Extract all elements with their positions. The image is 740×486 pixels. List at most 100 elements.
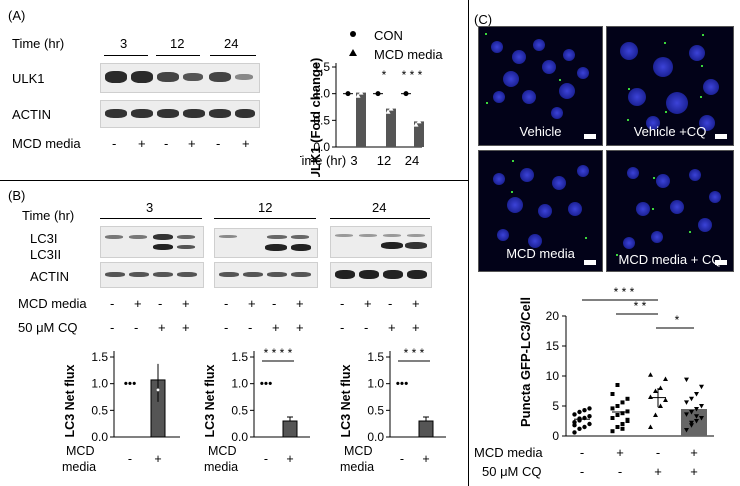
y-tick-label: 10 — [546, 369, 560, 383]
gfp-puncta — [485, 33, 487, 35]
panel-b-cq-sign: - — [340, 320, 345, 335]
gfp-puncta — [653, 177, 655, 179]
panel-b-time-bar-12 — [214, 218, 316, 219]
data-point — [620, 400, 625, 405]
panel-a-time-bar-12 — [156, 55, 200, 56]
y-tick-label: 1.0 — [91, 377, 108, 391]
data-point — [582, 408, 587, 413]
panel-b-time-bar-3 — [100, 218, 202, 219]
panel-b-chart-12: LC3 Net flux MCD media - + 0.0 0.5 1.0 1.5 •… — [203, 346, 310, 474]
nucleus — [577, 67, 589, 79]
panel-a-legend-mcd-marker — [349, 49, 357, 56]
panel-a-ulk1-blot — [100, 63, 260, 93]
mcd-point — [391, 103, 397, 108]
data-point — [620, 422, 625, 426]
data-point — [699, 416, 704, 421]
panel-a-time-label: Time (hr) — [12, 36, 65, 51]
data-point — [694, 392, 699, 397]
data-point — [572, 423, 577, 428]
nucleus — [670, 200, 684, 214]
data-point — [572, 430, 577, 435]
data-point — [648, 394, 653, 399]
panel-b-cq-label: 50 μM CQ — [18, 320, 78, 335]
gfp-puncta — [700, 96, 702, 98]
panel-b-chart-24: LC3 Net flux MCD media - + 0.0 0.5 1.0 1.5 •… — [339, 346, 446, 474]
bar — [356, 92, 366, 147]
bar — [414, 121, 424, 147]
panel-b-cq-sign: + — [158, 320, 166, 335]
data-point — [699, 404, 704, 409]
nucleus — [656, 174, 670, 188]
data-point — [684, 412, 689, 417]
data-point — [663, 397, 668, 402]
bar — [282, 420, 298, 438]
panel-b-cq-sign: + — [182, 320, 190, 335]
data-point — [610, 429, 615, 434]
data-point — [658, 403, 663, 408]
gfp-puncta — [701, 65, 703, 67]
gfp-puncta — [628, 88, 630, 90]
micrograph-label: Vehicle — [519, 124, 562, 139]
data-point — [620, 411, 625, 416]
panel-a-xtick-12: 12 — [377, 153, 391, 168]
scale-bar — [715, 260, 727, 265]
panel-b-x-label-1: MCD — [66, 444, 94, 458]
nucleus — [507, 197, 523, 213]
data-point — [610, 416, 615, 420]
panel-b-x-sign: - — [400, 452, 404, 466]
control-points: ••• — [124, 377, 137, 391]
panel-b-mcd-sign: + — [182, 296, 190, 311]
panel-c-chart: Puncta GFP-LC3/Cell * * * * * * MCD medi… — [474, 285, 714, 479]
panel-b-time-3: 3 — [146, 200, 154, 215]
gfp-puncta — [486, 102, 488, 104]
nucleus — [528, 234, 542, 248]
panel-b-mcd-sign: - — [388, 296, 393, 311]
mcd-point — [413, 122, 419, 127]
panel-a-time-24: 24 — [224, 36, 239, 51]
panel-b-mcd-sign: - — [110, 296, 115, 311]
panel-c-sig-1: * * * — [614, 285, 635, 299]
nucleus — [689, 169, 701, 181]
y-tick-label: 15 — [546, 339, 560, 353]
nucleus — [559, 83, 575, 99]
data-point — [625, 396, 630, 401]
data-point — [689, 420, 694, 426]
y-tick-label: 0.0 — [231, 430, 248, 444]
nucleus — [542, 60, 556, 74]
mcd-point — [355, 93, 361, 98]
panel-b-chart-3: LC3 Net flux MCD media - + 0.0 0.5 1.0 1.5 •… — [62, 350, 180, 474]
panel-b-lc3-blot-3 — [100, 226, 204, 258]
panel-c-sig-3: * — [675, 313, 680, 327]
panel-b-cq-sign: + — [412, 320, 420, 335]
panel-a-time-bar-3 — [104, 55, 148, 56]
panel-b-cq-sign: + — [272, 320, 280, 335]
panel-c-row2-sign: + — [654, 464, 662, 479]
data-point — [620, 426, 625, 431]
data-point — [587, 406, 592, 411]
nucleus — [698, 218, 712, 232]
control-points: ••• — [260, 377, 273, 391]
panel-a-time-bar-24 — [210, 55, 256, 56]
data-point — [694, 407, 699, 412]
panel-b-cq-sign: - — [364, 320, 369, 335]
y-tick-label: 0.5 — [91, 403, 108, 417]
nucleus — [636, 202, 650, 216]
data-point — [625, 409, 630, 414]
panel-b-row-lc3ii: LC3II — [30, 247, 62, 262]
panel-c-label: (C) — [474, 12, 493, 27]
micrograph-label: Vehicle +CQ — [633, 124, 707, 139]
point — [156, 388, 160, 392]
micrograph-vehicle: Vehicle — [478, 26, 603, 146]
panel-b-x-label-2: media — [204, 460, 238, 474]
panel-b-row-actin: ACTIN — [30, 269, 69, 284]
data-point — [694, 419, 699, 424]
nucleus — [493, 173, 505, 185]
panel-b-x-label-1: MCD — [208, 444, 236, 458]
gfp-puncta — [512, 160, 514, 162]
panel-b-row-lc3i: LC3I — [30, 231, 58, 246]
control-points: ••• — [396, 377, 409, 391]
panel-c-row1-sign: + — [690, 445, 698, 460]
y-tick-label: 1.5 — [91, 350, 108, 364]
data-point — [582, 424, 587, 430]
data-point — [572, 412, 577, 417]
